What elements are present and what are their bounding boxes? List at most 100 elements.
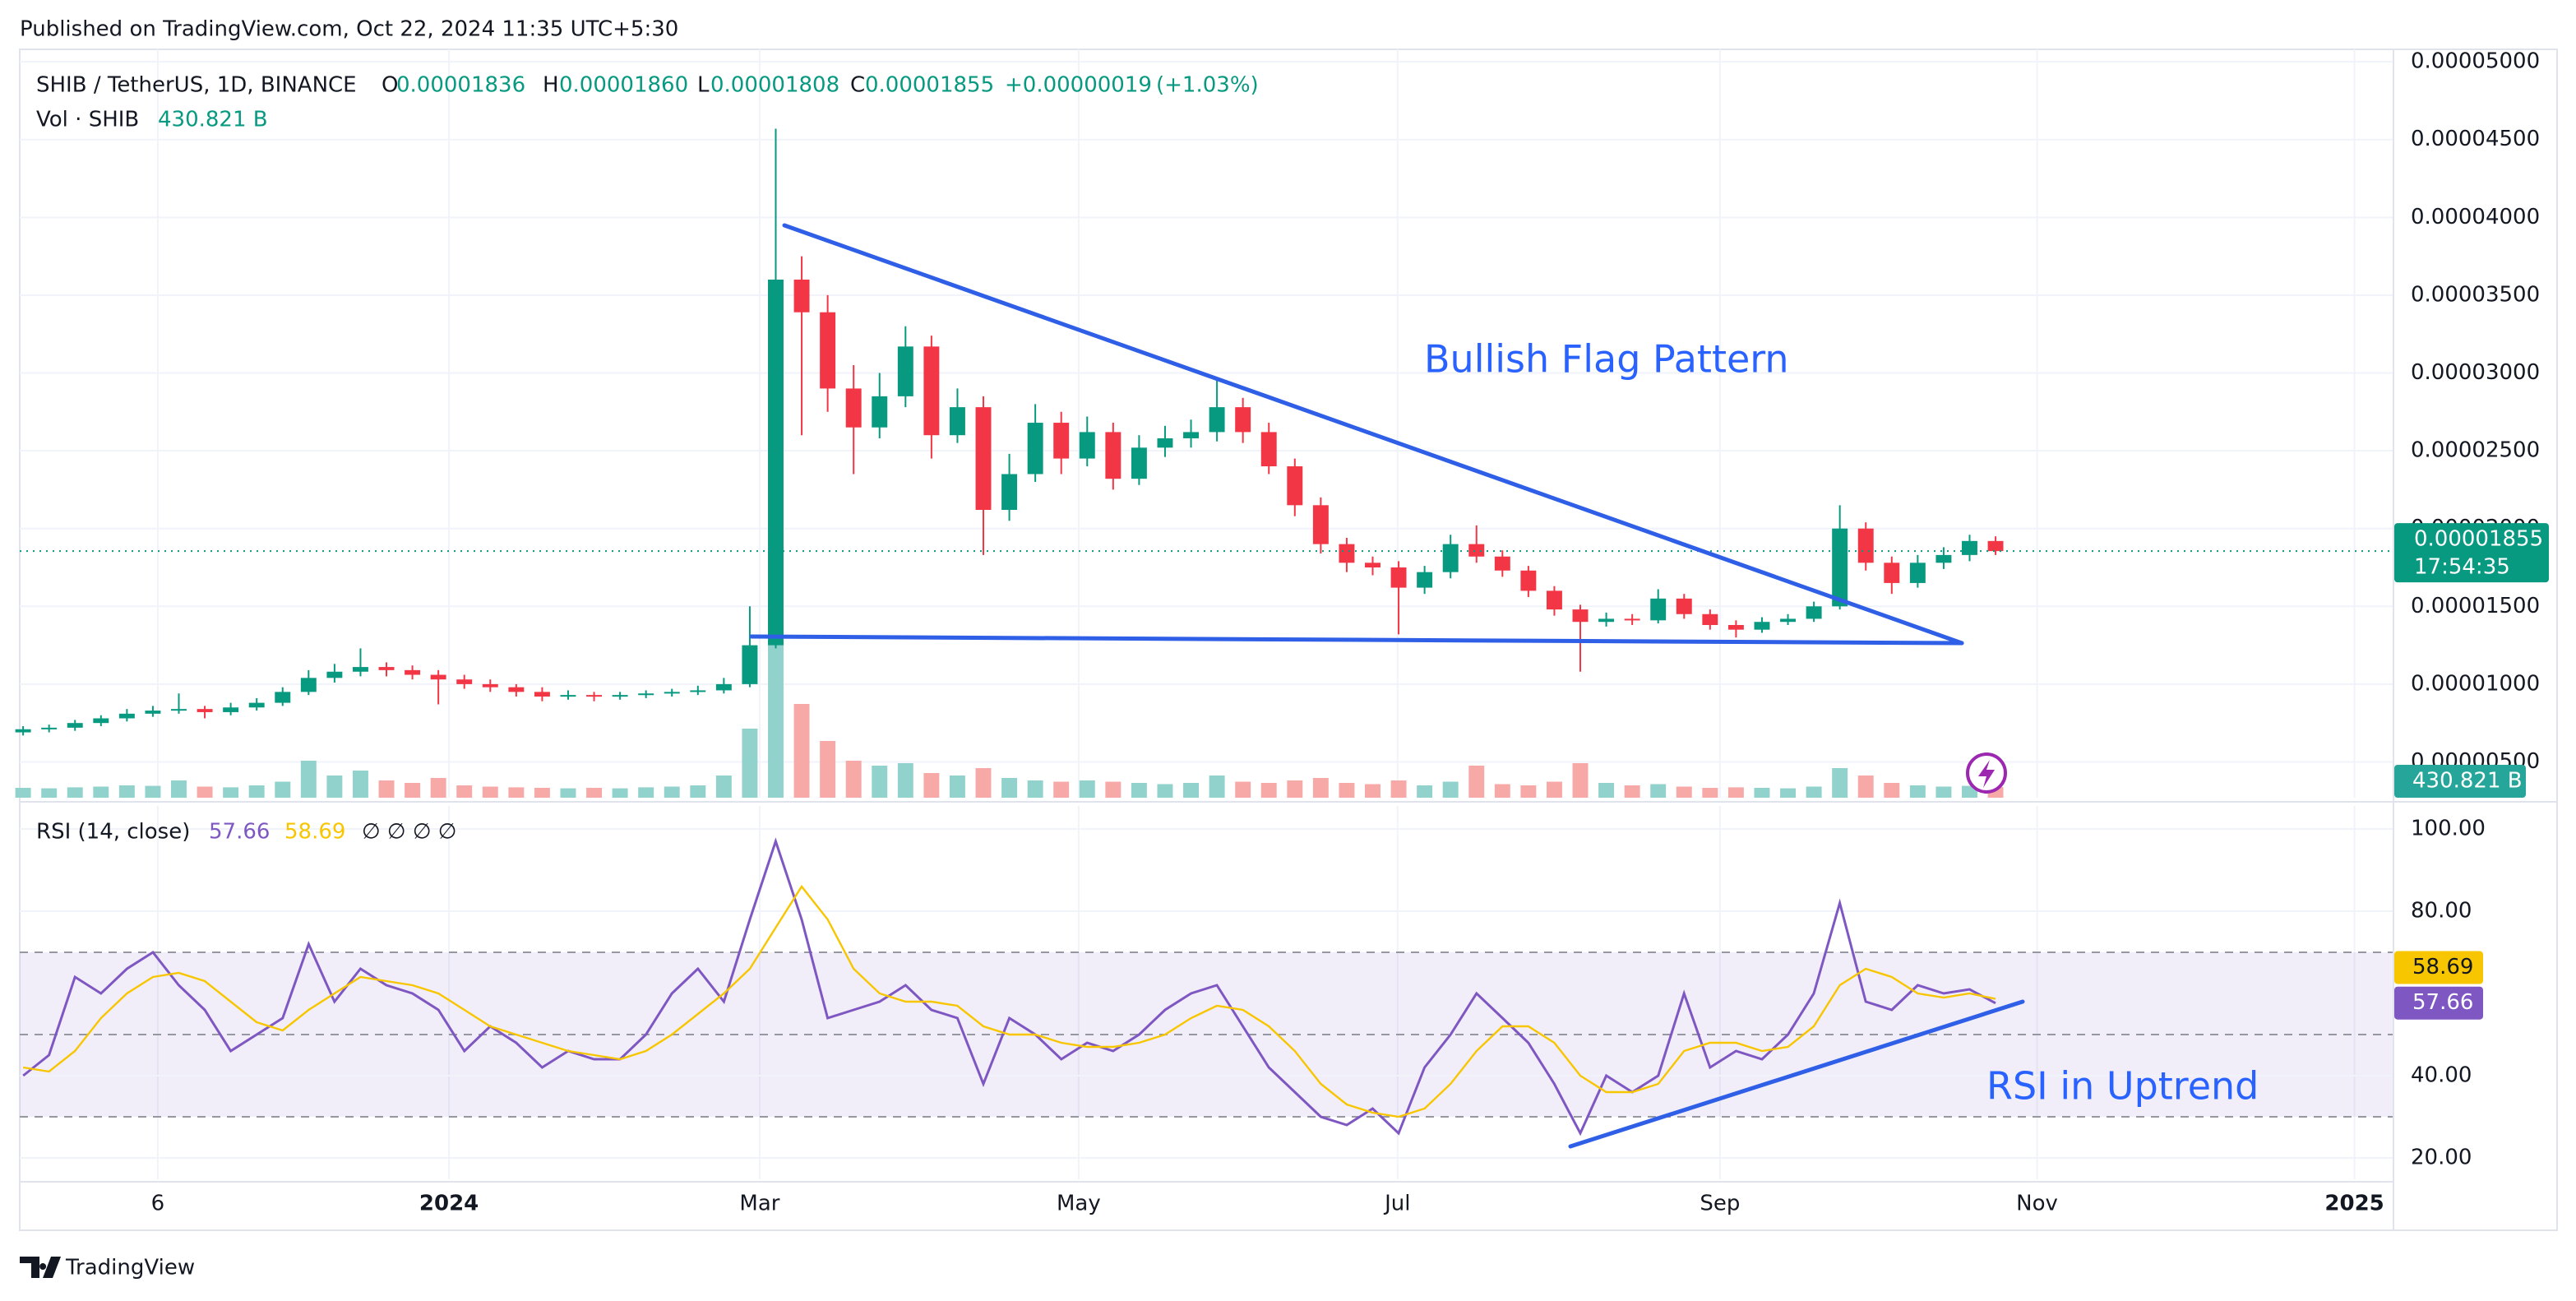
ohlc-label: H: [543, 73, 559, 98]
volume-bar: [197, 786, 213, 798]
volume-bar: [41, 788, 58, 798]
candle-body: [1572, 609, 1589, 623]
volume-bar: [1546, 781, 1562, 798]
volume-bar: [352, 771, 368, 798]
rsi-extra: ∅ ∅ ∅ ∅: [362, 820, 456, 845]
flash-icon[interactable]: [1966, 752, 2007, 794]
flash-bolt: [1978, 760, 1995, 788]
volume-bar: [923, 773, 940, 798]
candle-body: [1001, 474, 1018, 510]
volume-bar: [300, 761, 317, 798]
volume-bar: [897, 763, 913, 798]
volume-bar: [1183, 783, 1200, 798]
candle-body: [1546, 590, 1562, 610]
volume-bar: [1857, 776, 1874, 798]
candle-body: [118, 713, 135, 719]
y-tick-label: 0.00001000: [2411, 671, 2540, 696]
volume-bar: [405, 783, 421, 798]
ohlc-value: 0.00001855: [865, 73, 994, 98]
x-tick-label: 2024: [419, 1192, 479, 1216]
price-badge: [2394, 523, 2549, 583]
x-tick-label: Sep: [1700, 1192, 1740, 1216]
y-tick-label: 0.00004500: [2411, 127, 2540, 151]
volume-bar: [560, 788, 576, 798]
footer-logo: TradingView: [20, 1256, 195, 1280]
volume-bar: [326, 776, 343, 798]
volume-bar: [845, 761, 862, 798]
candle-body: [223, 707, 239, 712]
x-tick-label: 6: [151, 1192, 165, 1216]
symbol-title: SHIB / TetherUS, 1D, BINANCE: [36, 73, 357, 98]
volume-bar: [1572, 763, 1589, 798]
volume-bar: [715, 776, 732, 798]
candle-body: [1312, 505, 1329, 544]
rsi-ma-badge-value: 58.69: [2412, 955, 2473, 979]
volume-bar: [1909, 785, 1926, 798]
volume-bar: [1053, 781, 1070, 798]
volume-value: 430.821 B: [158, 108, 268, 132]
volume-bar: [1417, 785, 1433, 798]
volume-bar: [768, 625, 784, 798]
candle-body: [67, 723, 83, 728]
candle-body: [1365, 563, 1380, 567]
candle-body: [1909, 563, 1926, 583]
candle-body: [171, 709, 187, 711]
candle-body: [820, 312, 836, 389]
volume-bar: [975, 768, 992, 798]
candle-body: [93, 718, 109, 724]
volume-bar: [1287, 780, 1303, 798]
volume-bar: [145, 785, 161, 798]
rsi-badge-value: 57.66: [2412, 990, 2473, 1015]
logo-mark: [20, 1257, 61, 1278]
rsi-ma-badge: [2394, 951, 2483, 984]
volume-bar: [1365, 784, 1380, 798]
volume-bar: [1312, 778, 1329, 798]
volume-bar: [67, 787, 83, 798]
candle-body: [793, 280, 810, 313]
candle-body: [1157, 438, 1173, 448]
candle-body: [41, 727, 58, 729]
candle-body: [1442, 544, 1459, 572]
candle-body: [1027, 423, 1043, 475]
grid: [20, 49, 2393, 1179]
ohlc-value: 0.00001860: [559, 73, 688, 98]
published: Published on TradingView.com, Oct 22, 20…: [20, 17, 678, 42]
volume-bar: [690, 785, 706, 798]
volume-bar: [742, 729, 758, 798]
candle-body: [1468, 544, 1485, 557]
volume-bar: [15, 788, 31, 798]
volume-bar: [171, 780, 187, 798]
candle-body: [1676, 598, 1692, 614]
candle-body: [1832, 528, 1848, 607]
volume-bar: [1832, 768, 1848, 798]
volume-bar: [1339, 783, 1355, 798]
volume-badge-value: 430.821 B: [2412, 769, 2523, 794]
change: +0.00000019: [1005, 73, 1152, 98]
candle-body: [586, 695, 603, 697]
volume-bar: [612, 788, 628, 798]
ohlc-label: L: [697, 73, 710, 98]
candle-body: [664, 692, 680, 694]
volume-bar: [1001, 778, 1018, 798]
candle-body: [975, 407, 992, 510]
volume-bar: [1442, 781, 1459, 798]
volume-bar: [1806, 786, 1822, 798]
candle-body: [352, 667, 368, 672]
ohlc-label: O: [382, 73, 398, 98]
candle-body: [1935, 554, 1952, 563]
x-tick-label: Mar: [739, 1192, 779, 1216]
volume-bar: [1884, 783, 1900, 798]
candle-body: [405, 669, 421, 675]
volume-bar: [1131, 783, 1147, 798]
candle-body: [145, 711, 161, 714]
candle-body: [872, 396, 888, 428]
y-tick-label: 0.00002500: [2411, 438, 2540, 463]
rsi-tick-label: 80.00: [2411, 899, 2472, 924]
volume-bar: [378, 780, 395, 798]
candle-body: [1780, 618, 1797, 623]
change-pct: (+1.03%): [1156, 73, 1259, 98]
candle-body: [768, 280, 784, 646]
volume-bar: [1520, 785, 1537, 798]
